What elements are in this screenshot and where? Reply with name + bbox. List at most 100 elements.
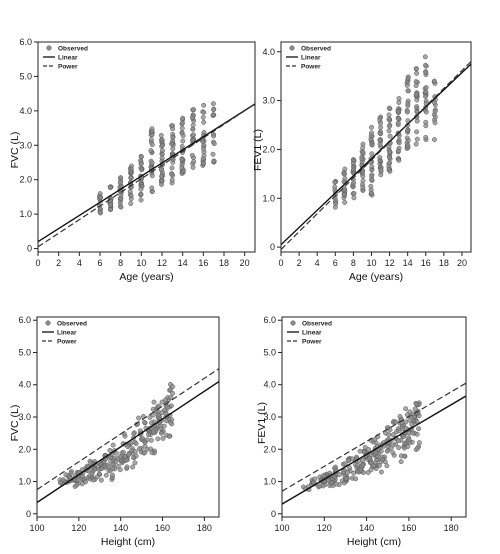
observed-point bbox=[320, 473, 326, 479]
observed-point bbox=[396, 445, 402, 451]
observed-point bbox=[200, 156, 206, 162]
observed-point bbox=[150, 406, 156, 412]
x-tick-label: 160 bbox=[155, 523, 170, 533]
observed-point bbox=[201, 102, 207, 108]
observed-point bbox=[407, 417, 413, 423]
observed-point bbox=[117, 467, 123, 473]
observed-point bbox=[117, 180, 123, 186]
observed-point bbox=[148, 437, 154, 443]
y-tick-label: 0 bbox=[270, 242, 275, 252]
observed-point bbox=[413, 66, 419, 72]
observed-point bbox=[146, 432, 151, 438]
observed-point bbox=[139, 154, 144, 160]
observed-point bbox=[169, 177, 175, 183]
observed-point bbox=[405, 138, 411, 143]
x-axis-label: Height (cm) bbox=[347, 536, 401, 548]
observed-point bbox=[137, 446, 142, 452]
observed-point bbox=[378, 448, 384, 454]
observed-point bbox=[361, 470, 366, 476]
observed-point bbox=[366, 447, 372, 453]
observed-point bbox=[342, 171, 348, 177]
x-axis-label: Age (years) bbox=[349, 271, 403, 283]
x-axis-label: Height (cm) bbox=[101, 536, 155, 548]
observed-point bbox=[423, 93, 428, 99]
y-tick-label: 3.0 bbox=[263, 412, 276, 422]
observed-point bbox=[148, 137, 154, 143]
x-tick-label: 10 bbox=[136, 258, 146, 268]
x-tick-label: 100 bbox=[274, 523, 289, 533]
observed-point bbox=[341, 191, 347, 197]
observed-point bbox=[401, 434, 407, 440]
linear-fit-line bbox=[38, 103, 255, 243]
x-tick-label: 6 bbox=[333, 258, 338, 268]
observed-point bbox=[333, 201, 339, 207]
x-tick-label: 18 bbox=[439, 258, 449, 268]
observed-point bbox=[386, 167, 392, 173]
observed-point bbox=[161, 423, 167, 429]
observed-point bbox=[103, 472, 109, 478]
observed-point bbox=[201, 119, 207, 125]
plot-frame bbox=[37, 41, 256, 253]
observed-point bbox=[211, 133, 217, 139]
observed-point bbox=[371, 463, 377, 469]
observed-point bbox=[369, 124, 374, 130]
observed-point bbox=[404, 82, 410, 88]
observed-point bbox=[147, 414, 153, 420]
observed-point bbox=[396, 140, 402, 146]
observed-point bbox=[90, 477, 96, 483]
observed-point bbox=[432, 114, 438, 120]
observed-point bbox=[414, 129, 420, 135]
y-tick-label: 1.0 bbox=[19, 209, 32, 219]
observed-point bbox=[200, 138, 206, 144]
observed-point bbox=[130, 464, 136, 470]
observed-point bbox=[113, 459, 119, 465]
observed-point bbox=[414, 401, 420, 407]
observed-point bbox=[357, 448, 363, 454]
observed-point bbox=[432, 108, 438, 114]
observed-point bbox=[404, 109, 410, 115]
observed-point bbox=[180, 168, 186, 174]
observed-point bbox=[138, 186, 144, 192]
y-axis-label: FEV1 (L) bbox=[252, 129, 264, 171]
y-tick-label: 3.0 bbox=[19, 140, 32, 150]
x-tick-label: 4 bbox=[77, 258, 82, 268]
observed-point bbox=[110, 472, 115, 478]
observed-point bbox=[360, 145, 366, 151]
observed-point bbox=[136, 415, 142, 421]
x-tick-label: 20 bbox=[457, 258, 467, 268]
observed-point bbox=[191, 132, 196, 138]
observed-point bbox=[351, 195, 357, 201]
x-tick-label: 160 bbox=[401, 523, 416, 533]
x-tick-label: 140 bbox=[113, 523, 128, 533]
observed-point bbox=[210, 101, 216, 107]
observed-point bbox=[360, 457, 366, 463]
observed-point bbox=[387, 133, 393, 139]
observed-point bbox=[97, 206, 103, 212]
power-fit-line bbox=[282, 382, 466, 492]
observed-point bbox=[125, 444, 131, 450]
observed-point bbox=[155, 412, 161, 418]
observed-point bbox=[367, 455, 373, 461]
observed-point bbox=[82, 479, 88, 485]
x-axis-label: Age (years) bbox=[119, 271, 173, 283]
y-tick-label: 1.0 bbox=[18, 477, 31, 487]
plot-area bbox=[37, 368, 219, 504]
observed-point bbox=[107, 447, 113, 453]
observed-point bbox=[351, 167, 357, 173]
observed-point bbox=[342, 461, 348, 467]
observed-point bbox=[386, 116, 392, 122]
observed-point bbox=[345, 469, 351, 475]
legend-power-label: Power bbox=[58, 64, 78, 71]
observed-point bbox=[201, 160, 206, 166]
observed-point bbox=[368, 183, 374, 189]
observed-point bbox=[128, 175, 134, 181]
observed-point bbox=[58, 480, 63, 486]
observed-point bbox=[189, 114, 195, 120]
observed-point bbox=[386, 105, 392, 111]
observed-point bbox=[342, 200, 348, 205]
observed-point bbox=[138, 191, 144, 197]
plot-area bbox=[38, 101, 255, 248]
observed-point bbox=[423, 89, 429, 95]
legend-observed-label: Observed bbox=[301, 46, 331, 53]
